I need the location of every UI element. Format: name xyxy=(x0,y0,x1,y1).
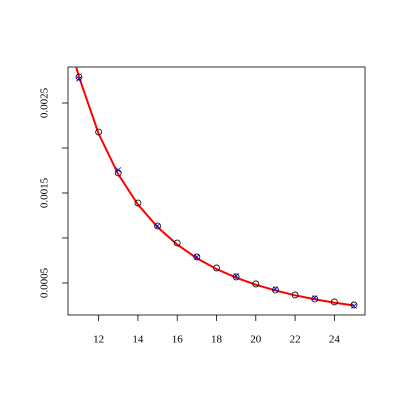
x-tick-label: 14 xyxy=(132,334,144,346)
point xyxy=(193,253,201,261)
point xyxy=(154,222,161,230)
cross-point xyxy=(194,254,200,260)
x-tick-label: 16 xyxy=(172,334,184,346)
cross-point xyxy=(76,76,82,82)
cross-point xyxy=(311,295,318,301)
point xyxy=(75,73,83,81)
point xyxy=(134,199,142,207)
plot-frame xyxy=(67,66,366,316)
plot-area xyxy=(75,67,355,307)
fit-curve xyxy=(75,67,355,307)
cross-point xyxy=(272,286,279,292)
x-tick-label: 12 xyxy=(93,334,104,346)
y-tick-label: 0.0015 xyxy=(39,177,51,208)
point xyxy=(311,295,319,303)
y-tick-label: 0.0005 xyxy=(39,267,51,298)
point xyxy=(173,239,181,247)
cross-point xyxy=(154,223,161,229)
x-tick-label: 22 xyxy=(290,334,301,346)
y-tick-label: 0.0025 xyxy=(39,87,51,118)
cross-point xyxy=(233,273,239,279)
x-tick-label: 24 xyxy=(329,334,341,346)
point xyxy=(291,291,299,299)
point xyxy=(95,128,103,136)
x-tick-label: 18 xyxy=(211,334,223,346)
cross-point xyxy=(115,167,122,173)
point xyxy=(350,301,358,309)
x-tick-label: 20 xyxy=(250,334,262,346)
point xyxy=(213,264,220,272)
point xyxy=(252,280,260,288)
point xyxy=(330,298,338,306)
point xyxy=(232,273,240,281)
point xyxy=(272,286,279,294)
cross-point xyxy=(351,303,357,309)
